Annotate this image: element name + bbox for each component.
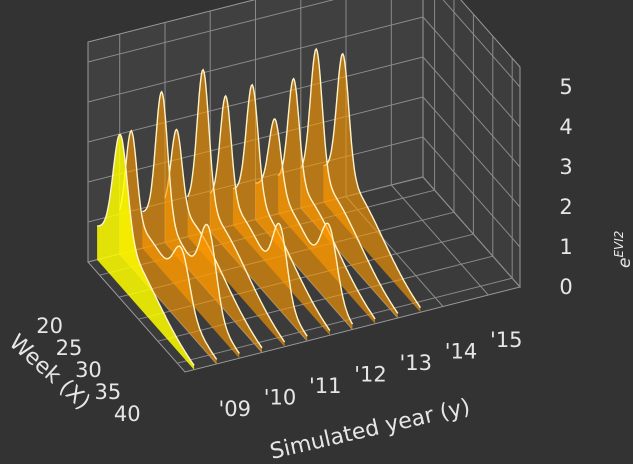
ribbon-line-2009.5 bbox=[142, 90, 240, 354]
x-tick-label: 20 bbox=[36, 314, 63, 338]
ribbon-2009 bbox=[119, 130, 217, 364]
ribbon-2012.5 bbox=[278, 78, 376, 324]
grid-line bbox=[87, 16, 424, 103]
ribbon-line-2013.5 bbox=[323, 52, 421, 308]
ribbon-2010 bbox=[165, 129, 262, 353]
y-tick-label: '11 bbox=[309, 374, 342, 398]
ribbon-line-2013 bbox=[300, 47, 399, 314]
grid-line bbox=[422, 96, 521, 208]
ribbon-2011 bbox=[210, 95, 308, 342]
z-axis-label: eEVI2 bbox=[612, 231, 633, 268]
data-ribbons bbox=[97, 47, 421, 370]
ribbon-2011.5 bbox=[232, 84, 330, 336]
ribbon-2008.5 bbox=[97, 134, 195, 370]
x-tick-label: 25 bbox=[56, 336, 83, 360]
y-tick-label: '14 bbox=[445, 340, 478, 364]
grid-line bbox=[422, 176, 521, 288]
x-tick-label: 35 bbox=[94, 380, 121, 404]
z-axis-label-sup: EVI2 bbox=[612, 231, 626, 258]
z-tick-label: 0 bbox=[559, 275, 572, 299]
grid-line bbox=[422, 136, 521, 248]
grid-line bbox=[390, 184, 489, 296]
grid-line bbox=[87, 0, 335, 63]
grid-line bbox=[422, 56, 521, 168]
ribbon-line-2008.5 bbox=[97, 133, 195, 366]
ribbon-line-2012 bbox=[255, 118, 354, 325]
x-tick-label: 40 bbox=[114, 402, 141, 426]
ribbon-2012 bbox=[255, 119, 353, 330]
ribbon-2013 bbox=[300, 49, 398, 318]
ribbon-2009.5 bbox=[142, 91, 240, 359]
z-tick-label: 1 bbox=[559, 235, 572, 259]
z-tick-label: 4 bbox=[559, 115, 572, 139]
z-tick-label: 5 bbox=[559, 75, 572, 99]
ribbon-2013.5 bbox=[323, 53, 421, 313]
z-axis-label-base: e bbox=[615, 258, 633, 268]
ribbon-2010.5 bbox=[187, 69, 285, 347]
ribbon-line-2011 bbox=[209, 94, 308, 337]
ribbon-line-2009 bbox=[119, 129, 218, 360]
y-tick-label: '12 bbox=[354, 363, 387, 387]
x-tick-label: 30 bbox=[75, 358, 102, 382]
grid-line bbox=[422, 16, 521, 128]
z-tick-label: 3 bbox=[559, 155, 572, 179]
y-tick-label: '13 bbox=[400, 351, 433, 375]
y-tick-label: '09 bbox=[218, 397, 251, 421]
z-tick-label: 2 bbox=[559, 195, 572, 219]
grid-line bbox=[442, 0, 521, 88]
y-axis-label: Simulated year (y) bbox=[268, 394, 473, 464]
ribbon-line-2010.5 bbox=[186, 68, 286, 343]
y-tick-label: '10 bbox=[264, 385, 297, 409]
y-tick-label: '15 bbox=[490, 328, 523, 352]
